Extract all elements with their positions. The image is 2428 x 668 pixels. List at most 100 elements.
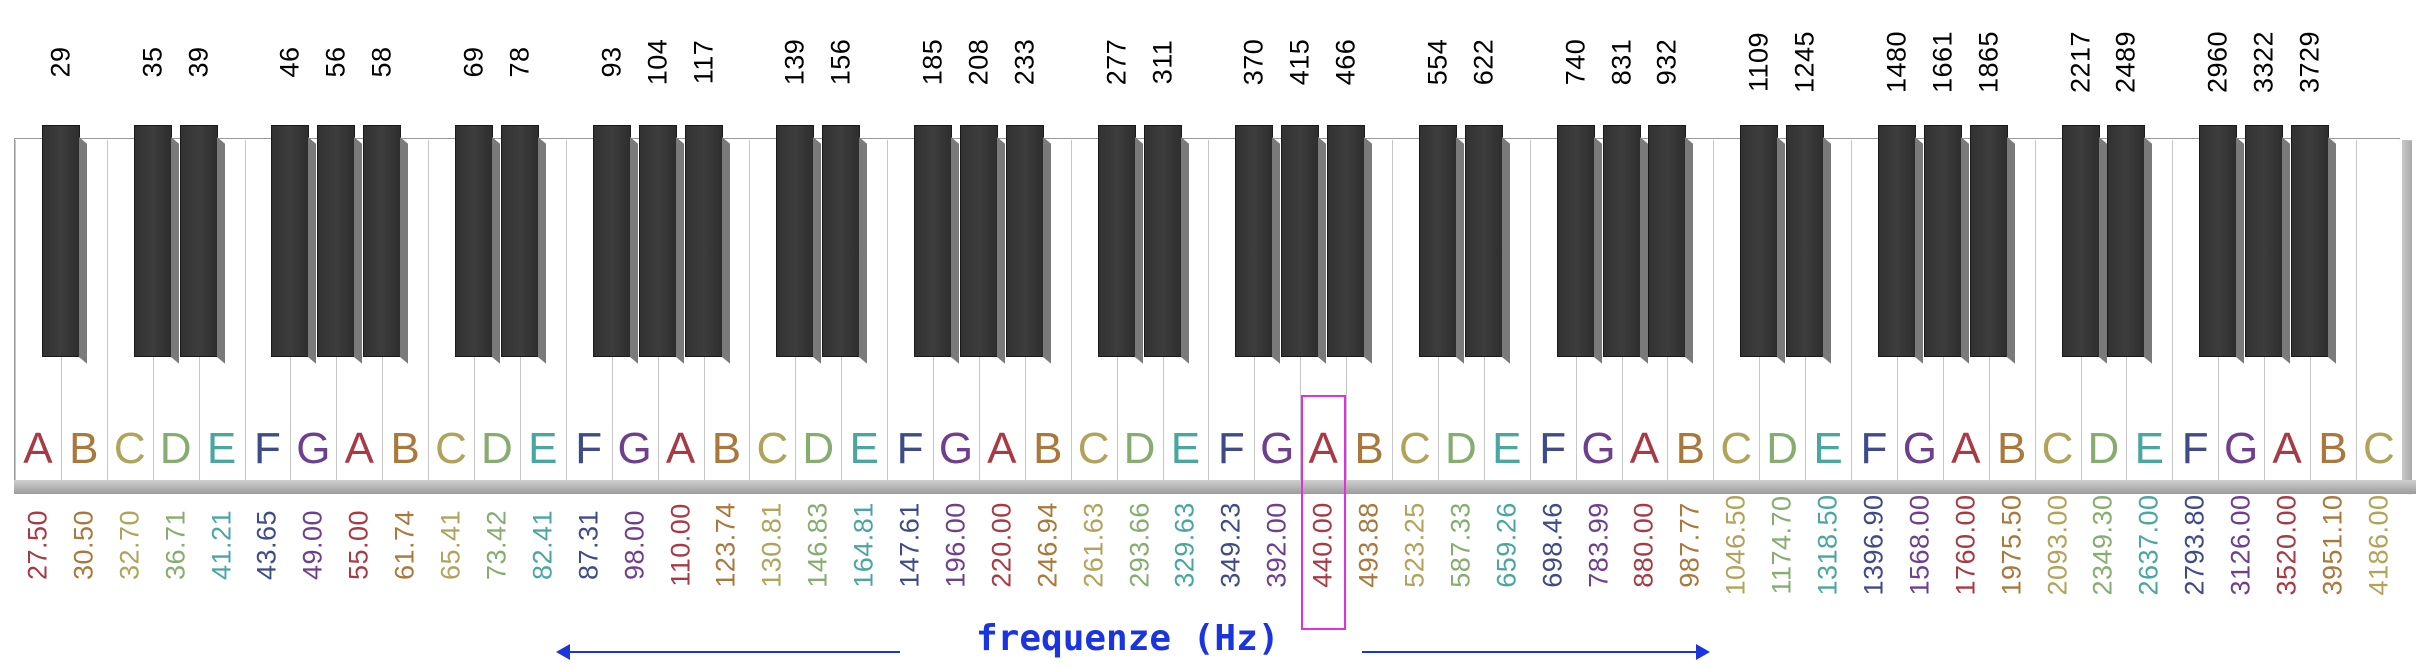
black-key[interactable] (1786, 125, 1825, 357)
black-key-frequency: 117 (688, 39, 718, 85)
black-key-frequency: 78 (504, 46, 535, 78)
white-key-note-label: D (1444, 424, 1477, 473)
black-key-side-shade (78, 137, 87, 364)
white-key-frequency: 110.00 (665, 503, 696, 587)
black-key-frequency: 740 (1560, 38, 1591, 86)
white-key-note-label: C (1720, 424, 1753, 473)
black-key[interactable] (1418, 125, 1457, 357)
white-key-frequency: 246.94 (1032, 502, 1063, 588)
black-key[interactable] (500, 125, 539, 357)
black-key[interactable] (1923, 125, 1962, 357)
white-key-frequency: 27.50 (22, 509, 53, 581)
black-key-frequency: 1865 (1973, 30, 2004, 94)
black-key-frequency: 35 (137, 46, 168, 78)
black-key-side-shade (1272, 137, 1281, 364)
white-key[interactable] (2355, 140, 2402, 480)
black-key[interactable] (1235, 125, 1274, 357)
black-key[interactable] (1740, 125, 1779, 357)
white-key-frequency: 261.63 (1078, 502, 1109, 588)
white-key-frequency: 523.25 (1399, 502, 1430, 588)
white-key-note-label: D (802, 424, 835, 473)
white-key-frequency: 4186.00 (2363, 494, 2394, 596)
black-key[interactable] (776, 125, 815, 357)
black-key-side-shade (2006, 137, 2015, 364)
white-key-note-label: C (1077, 424, 1110, 473)
black-key-side-shade (951, 137, 959, 364)
white-key-frequency: 32.70 (114, 509, 145, 581)
white-key-frequency: 196.00 (940, 502, 971, 588)
black-key[interactable] (1969, 125, 2008, 357)
black-key-frequency: 2217 (2065, 30, 2095, 94)
black-key[interactable] (1097, 125, 1136, 357)
black-key[interactable] (363, 125, 402, 357)
white-key-note-label: G (938, 424, 974, 473)
black-key-frequency: 104 (642, 38, 673, 86)
black-key[interactable] (1602, 125, 1641, 357)
white-key-frequency: 147.61 (894, 502, 925, 588)
black-key[interactable] (1877, 125, 1916, 357)
black-key[interactable] (684, 125, 723, 357)
black-key[interactable] (1464, 125, 1503, 357)
black-key[interactable] (317, 125, 356, 357)
black-key-side-shade (170, 137, 179, 364)
black-key[interactable] (2291, 125, 2329, 357)
black-key[interactable] (822, 125, 861, 357)
white-key-note-label: F (1217, 424, 1245, 473)
white-key-note-label: E (1492, 424, 1522, 473)
black-key[interactable] (1648, 125, 1687, 357)
white-key-note-label: F (896, 424, 924, 473)
white-key-frequency: 3951.10 (2317, 494, 2348, 596)
black-key-side-shade (216, 137, 225, 364)
white-key-note-label: C (113, 424, 146, 473)
black-key-side-shade (859, 137, 868, 364)
black-key-frequency: 622 (1468, 38, 1499, 86)
black-key[interactable] (638, 125, 677, 357)
white-key-frequency: 2637.00 (2133, 494, 2164, 596)
black-key-frequency: 466 (1330, 38, 1361, 86)
right-arrowhead-icon (1696, 644, 1710, 660)
black-key-frequency: 69 (458, 46, 489, 78)
black-key-frequency: 156 (825, 38, 856, 86)
black-key-side-shade (354, 137, 363, 364)
white-key-frequency: 73.42 (481, 509, 512, 581)
white-key-frequency: 61.74 (389, 509, 420, 581)
black-key[interactable] (2245, 125, 2284, 357)
black-key[interactable] (1281, 125, 1320, 357)
black-key[interactable] (959, 125, 998, 357)
black-key[interactable] (455, 125, 493, 357)
white-key-frequency: 987.77 (1674, 502, 1705, 588)
black-key[interactable] (133, 125, 172, 357)
black-key-side-shade (400, 137, 409, 364)
white-key-note-label: G (1902, 424, 1937, 473)
black-key[interactable] (1005, 125, 1044, 357)
black-key-frequency: 554 (1422, 38, 1453, 86)
black-key[interactable] (2107, 125, 2146, 357)
white-key-note-label: A (23, 424, 53, 473)
white-key-frequency: 293.66 (1124, 502, 1155, 588)
black-key-side-shade (1914, 137, 1923, 364)
white-key-note-label: F (1860, 424, 1888, 473)
white-key-note-label: A (987, 424, 1017, 473)
black-key[interactable] (179, 125, 218, 357)
black-key[interactable] (592, 125, 631, 357)
white-key-frequency: 41.21 (206, 509, 237, 581)
white-key-frequency: 2093.00 (2042, 494, 2073, 596)
black-key[interactable] (41, 125, 80, 357)
white-key-note-label: B (1354, 424, 1384, 473)
black-key[interactable] (2199, 125, 2238, 357)
white-key-note-label: C (435, 424, 467, 473)
white-key-note-label: A (1629, 424, 1660, 473)
white-key-frequency: 659.26 (1491, 502, 1522, 588)
white-key-note-label: A (1308, 424, 1338, 473)
white-key-note-label: E (1813, 424, 1843, 473)
black-key[interactable] (1143, 125, 1182, 357)
white-key-note-label: B (1996, 424, 2027, 473)
black-key[interactable] (271, 125, 310, 357)
white-key-note-label: E (528, 424, 558, 473)
black-key[interactable] (914, 125, 952, 357)
white-key-note-label: D (1766, 424, 1799, 473)
black-key[interactable] (2061, 125, 2100, 357)
black-key[interactable] (1327, 125, 1366, 357)
white-key-frequency: 146.83 (802, 502, 833, 588)
black-key[interactable] (1556, 125, 1595, 357)
